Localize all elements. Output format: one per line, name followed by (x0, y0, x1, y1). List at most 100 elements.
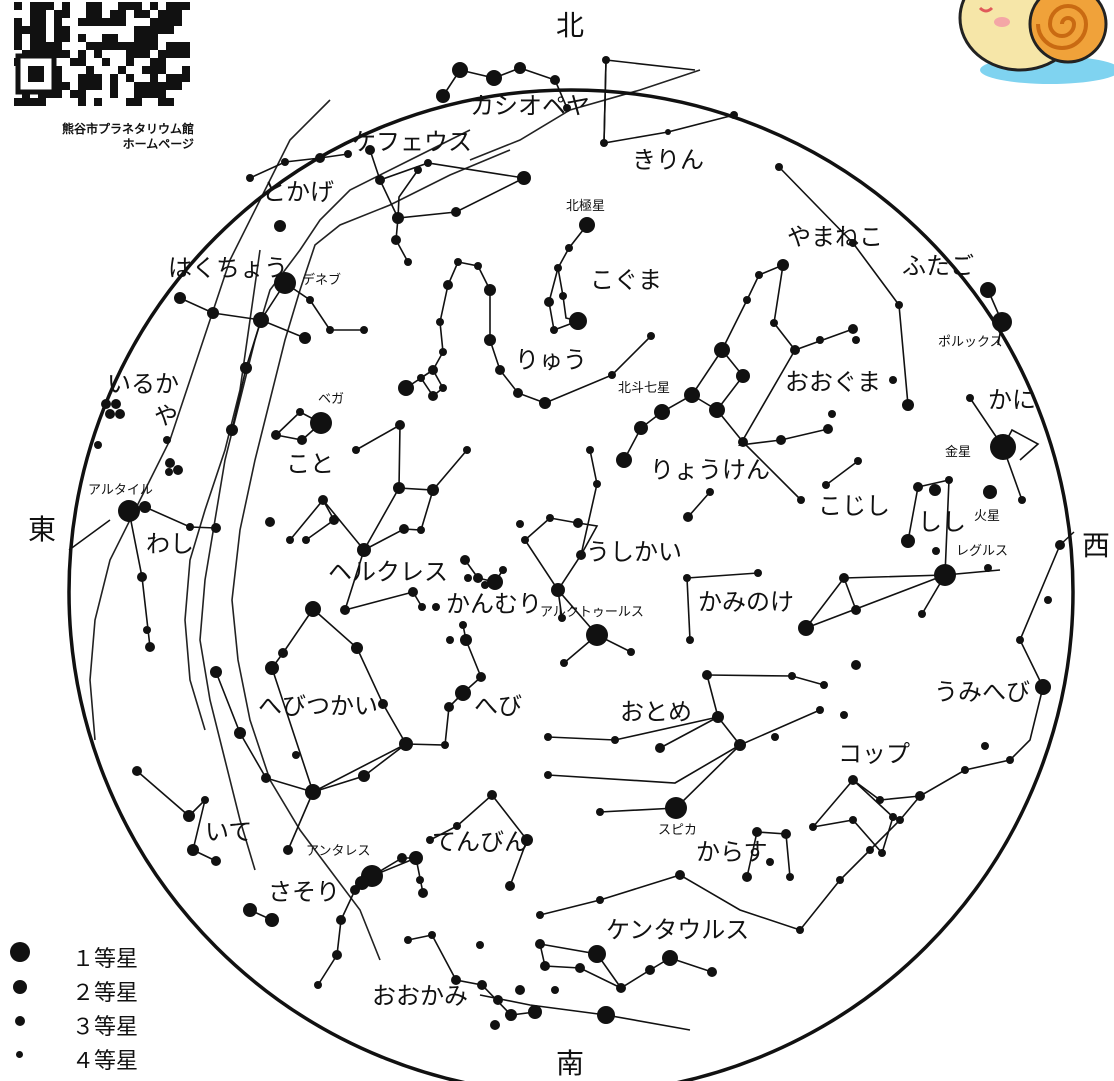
qr-module (126, 2, 134, 10)
label-lacerta: とかげ (262, 178, 334, 206)
legend-label-mag2: ２等星 (72, 981, 139, 1006)
qr-module (102, 42, 110, 50)
qr-module (142, 26, 150, 34)
label-vega: ベガ (318, 392, 345, 407)
qr-module (182, 66, 190, 74)
milky-way (89, 69, 701, 961)
qr-module (30, 26, 38, 34)
qr-module (166, 10, 174, 18)
qr-module (38, 42, 46, 50)
east-horizon-tick (68, 519, 111, 551)
qr-module (118, 66, 126, 74)
label-corvus: からす (696, 838, 768, 866)
label-deneb: デネブ (302, 273, 342, 288)
qr-module (158, 18, 166, 26)
qr-module (62, 50, 70, 58)
qr-module (158, 82, 166, 90)
qr-module (182, 50, 190, 58)
qr-module (182, 74, 190, 82)
qr-module (78, 74, 86, 82)
legend-label-mag3: ３等星 (72, 1015, 139, 1040)
label-cassiopeia: カシオペヤ (470, 92, 590, 120)
qr-module (86, 82, 94, 90)
label-leo: しし (918, 508, 966, 536)
qr-module (70, 90, 78, 98)
qr-module (30, 2, 38, 10)
qr-module (14, 34, 22, 42)
qr-module (174, 50, 182, 58)
qr-module (78, 18, 86, 26)
qr-module (94, 42, 102, 50)
label-cygnus: はくちょう (168, 254, 288, 282)
qr-module (158, 50, 166, 58)
qr-module (158, 10, 166, 18)
qr-module (134, 82, 142, 90)
qr-module (54, 42, 62, 50)
label-sagitta: や (154, 402, 178, 430)
qr-module (126, 42, 134, 50)
qr-module (38, 98, 46, 106)
qr-module (150, 2, 158, 10)
label-pollux: ポルックス (938, 335, 1003, 350)
qr-module (150, 90, 158, 98)
label-lyra: こと (286, 450, 334, 478)
qr-module (166, 42, 174, 50)
qr-module (110, 18, 118, 26)
magnitude-legend: １等星 ２等星 ３等星 ４等星 (6, 938, 176, 1078)
qr-module (142, 66, 150, 74)
qr-module (14, 2, 22, 10)
qr-module (110, 42, 118, 50)
qr-module (150, 82, 158, 90)
qr-module (174, 2, 182, 10)
qr-module (110, 90, 118, 98)
label-gemini: ふたご (902, 252, 974, 280)
qr-module (166, 98, 174, 106)
qr-module (142, 10, 150, 18)
qr-module (94, 74, 102, 82)
qr-module (118, 10, 126, 18)
qr-module (182, 42, 190, 50)
label-camelopardalis: きりん (632, 146, 704, 174)
horizon-circle (67, 88, 1075, 1081)
legend-row-mag1: １等星 (6, 938, 176, 972)
qr-code[interactable] (12, 0, 194, 106)
qr-module (62, 10, 70, 18)
qr-module (54, 66, 62, 74)
qr-module (166, 18, 174, 26)
qr-module (158, 58, 166, 66)
label-draco: りゅう (515, 346, 587, 374)
qr-module (94, 2, 102, 10)
qr-module (126, 98, 134, 106)
label-virgo: おとめ (620, 698, 692, 726)
qr-module (78, 82, 86, 90)
legend-dot-mag4 (16, 1051, 23, 1058)
qr-module (102, 18, 110, 26)
qr-module (14, 26, 22, 34)
label-hydra: うみへび (934, 678, 1030, 706)
label-cancer: かに (988, 386, 1036, 414)
qr-module (62, 82, 70, 90)
qr-module (134, 10, 142, 18)
qr-module (142, 50, 150, 58)
qr-module (30, 34, 38, 42)
qr-module (78, 58, 86, 66)
qr-module (174, 82, 182, 90)
direction-west: 西 (1082, 529, 1111, 562)
label-lynx: やまねこ (787, 223, 883, 251)
label-arcturus: アルクトゥールス (540, 605, 644, 620)
qr-module (30, 10, 38, 18)
qr-module (166, 26, 174, 34)
label-corona-borealis: かんむり (446, 590, 542, 618)
qr-module (38, 18, 46, 26)
qr-module (142, 82, 150, 90)
qr-module (54, 74, 62, 82)
qr-module (86, 66, 94, 74)
label-regulus: レグルス (956, 544, 1009, 559)
mascot-shell-spiral (1036, 4, 1089, 50)
label-coma-berenices: かみのけ (698, 588, 794, 616)
label-ophiuchus: へびつかい (258, 692, 378, 720)
qr-module (22, 26, 30, 34)
label-serpens: へび (474, 692, 522, 720)
qr-module (150, 42, 158, 50)
qr-module (54, 90, 62, 98)
